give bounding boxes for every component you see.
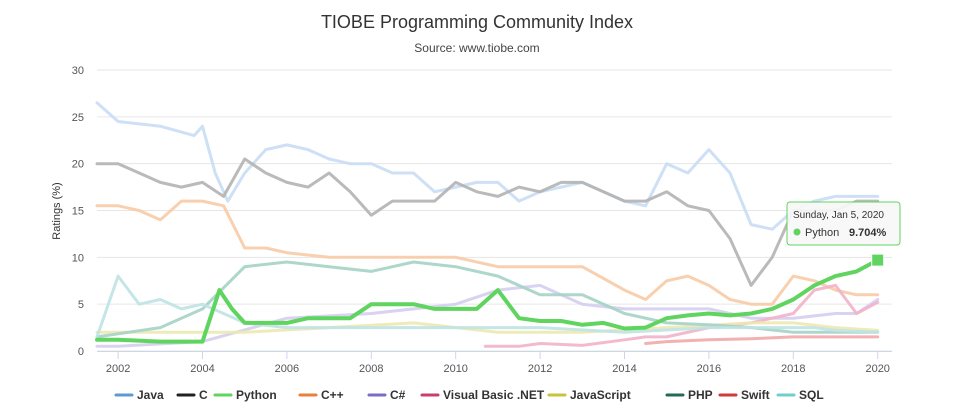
series-line-python (95, 258, 880, 344)
legend-label-c: C# (390, 388, 406, 402)
legend-item-c[interactable]: C# (367, 388, 406, 402)
legend-item-c[interactable]: C (176, 388, 208, 402)
legend-label-sql: SQL (799, 388, 824, 402)
chart-subtitle: Source: www.tiobe.com (414, 41, 539, 55)
series-line-swift (644, 335, 880, 345)
series-line-java (95, 101, 880, 231)
tooltip-value: 9.704% (849, 227, 887, 239)
series-line-c (95, 283, 880, 348)
x-tick-label-2018: 2018 (781, 363, 805, 375)
legend-label-python: Python (236, 388, 277, 402)
series-line-javascript (95, 321, 880, 334)
legend-item-visual-basic-net[interactable]: Visual Basic .NET (420, 388, 545, 402)
axis-layer: 0 5 10 15 20 25 30 2002 2004 2006 2008 2010 2012 2014… (72, 65, 892, 375)
series-layer (95, 101, 880, 348)
legend-item-sql[interactable]: SQL (776, 388, 824, 402)
legend-label-javascript: JavaScript (570, 388, 631, 402)
y-tick-label-15: 15 (72, 206, 84, 218)
x-tick-label-2004: 2004 (190, 363, 214, 375)
legend-item-swift[interactable]: Swift (718, 388, 770, 402)
tooltip-point-marker (871, 253, 885, 267)
series-line-sql (95, 274, 880, 339)
x-tick-label-2020: 2020 (865, 363, 889, 375)
tooltip: Sunday, Jan 5, 2020 Python 9.704% (786, 201, 901, 267)
legend-label-c: C++ (321, 388, 344, 402)
y-tick-label-25: 25 (72, 112, 84, 124)
legend-label-visual-basic-net: Visual Basic .NET (443, 388, 545, 402)
x-tick-label-2006: 2006 (275, 363, 299, 375)
y-tick-label-20: 20 (72, 159, 84, 171)
y-tick-label-0: 0 (78, 346, 84, 358)
x-tick-label-2012: 2012 (528, 363, 552, 375)
series-line-c (95, 157, 880, 287)
x-tick-label-2010: 2010 (443, 363, 467, 375)
legend-label-php: PHP (688, 388, 713, 402)
tooltip-series-name: Python (805, 227, 839, 239)
legend-item-php[interactable]: PHP (665, 388, 713, 402)
legend-item-javascript[interactable]: JavaScript (547, 388, 631, 402)
tooltip-series-dot (793, 228, 801, 236)
y-tick-label-5: 5 (78, 299, 84, 311)
y-axis-label: Ratings (%) (51, 182, 63, 239)
x-tick-label-2016: 2016 (697, 363, 721, 375)
legend: Java C Python C++ C# Visual Basic .NET JavaScr… (114, 388, 824, 402)
legend-item-java[interactable]: Java (114, 388, 164, 402)
tooltip-date: Sunday, Jan 5, 2020 (793, 210, 884, 221)
x-tick-label-2008: 2008 (359, 363, 383, 375)
y-tick-label-30: 30 (72, 65, 84, 77)
x-tick-label-2002: 2002 (106, 363, 130, 375)
tooltip-box (786, 201, 901, 246)
legend-item-python[interactable]: Python (213, 388, 277, 402)
y-tick-label-10: 10 (72, 252, 84, 264)
legend-label-swift: Swift (741, 388, 770, 402)
series-line-c (95, 199, 880, 306)
legend-label-c: C (199, 388, 208, 402)
legend-label-java: Java (137, 388, 164, 402)
chart-title: TIOBE Programming Community Index (321, 12, 633, 32)
legend-item-c[interactable]: C++ (298, 388, 344, 402)
x-tick-label-2014: 2014 (612, 363, 636, 375)
